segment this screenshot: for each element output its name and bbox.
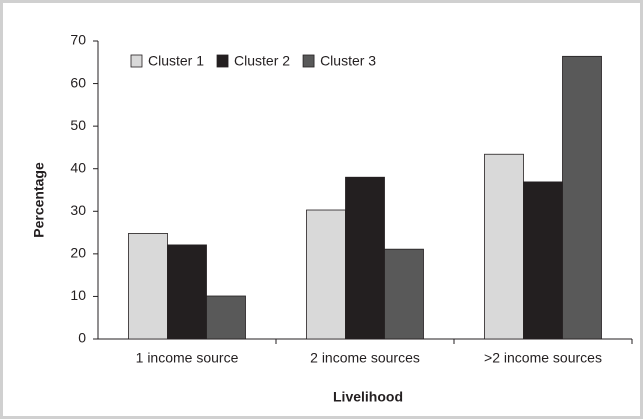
- y-tick-label: 40: [70, 159, 86, 175]
- bar: [562, 55, 602, 340]
- legend-swatch: [302, 54, 315, 68]
- bar: [206, 295, 246, 340]
- y-tick-label: 30: [70, 202, 86, 218]
- x-tick-label: >2 income sources: [484, 350, 602, 366]
- bar: [306, 209, 346, 340]
- bar: [384, 248, 424, 340]
- y-tick-label: 10: [70, 287, 86, 303]
- legend-swatch: [216, 54, 229, 68]
- legend-label: Cluster 2: [234, 53, 290, 69]
- bar: [484, 153, 524, 340]
- y-tick-label: 60: [70, 74, 86, 90]
- y-tick-label: 50: [70, 117, 86, 133]
- legend-label: Cluster 3: [320, 53, 376, 69]
- x-axis-title: Livelihood: [333, 389, 403, 405]
- bar: [345, 176, 385, 340]
- bar: [167, 244, 207, 340]
- y-tick-label: 70: [70, 32, 86, 48]
- legend-label: Cluster 1: [148, 53, 204, 69]
- legend-swatch: [130, 54, 143, 68]
- bar: [523, 181, 563, 340]
- y-tick-label: 0: [78, 330, 86, 346]
- bar: [128, 233, 168, 340]
- x-tick-label: 2 income sources: [310, 350, 420, 366]
- y-tick-label: 20: [70, 245, 86, 261]
- y-axis-title: Percentage: [31, 162, 47, 238]
- x-tick-label: 1 income source: [136, 350, 239, 366]
